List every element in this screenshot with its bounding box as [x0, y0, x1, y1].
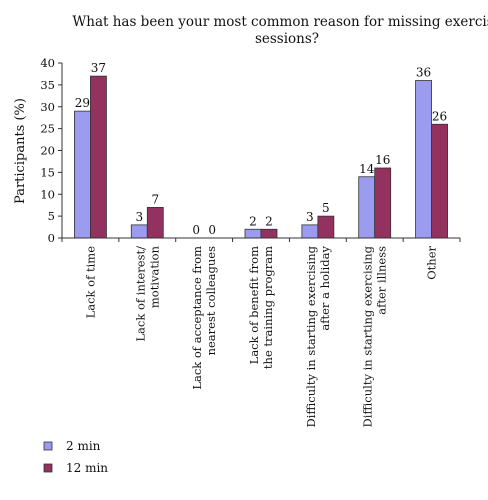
bar-2min	[130, 224, 148, 239]
data-label: 2	[249, 214, 257, 228]
category-label-line: motivation	[147, 245, 161, 308]
chart-title: What has been your most common reason fo…	[72, 14, 488, 47]
data-label: 7	[151, 192, 159, 206]
data-label: 5	[322, 201, 330, 215]
bar-12min	[146, 206, 164, 239]
data-label: 37	[91, 61, 106, 75]
category-label: Difficulty in starting exercising after i…	[361, 245, 389, 427]
legend: 2 min 12 min	[43, 439, 108, 475]
category-label-line: Difficulty in starting exercising	[361, 245, 375, 427]
bar-12min	[431, 123, 448, 239]
y-tick-label: 40	[40, 56, 55, 70]
category-label: Lack of time	[83, 246, 97, 319]
y-tick-label: 0	[48, 231, 55, 245]
data-label: 16	[375, 153, 390, 167]
category-label: Lack of benefit from the training program	[247, 246, 275, 369]
bar-2min	[301, 224, 319, 239]
data-label: 14	[359, 162, 375, 176]
axes	[61, 63, 461, 242]
category-label-line: the training program	[261, 246, 275, 369]
y-axis-ticks: 0 5 10 15 20 25 30 35 40	[40, 56, 62, 245]
legend-swatch	[43, 441, 53, 451]
data-label: 36	[416, 66, 431, 80]
bars	[74, 75, 448, 239]
category-label: Other	[425, 246, 439, 280]
chart-title-line: sessions?	[255, 31, 319, 47]
legend-label: 2 min	[66, 439, 101, 453]
y-axis-label: Participants (%)	[13, 98, 28, 204]
data-label: 0	[208, 223, 216, 237]
category-label: Difficulty in starting exercising after a…	[304, 245, 332, 427]
data-label: 29	[75, 96, 90, 110]
bar-12min	[374, 167, 392, 239]
data-label: 26	[432, 109, 447, 123]
bar-12min	[260, 228, 278, 239]
chart-title-line: What has been your most common reason fo…	[72, 14, 488, 30]
y-tick-label: 5	[48, 209, 55, 223]
category-label-line: after a holiday	[318, 246, 332, 331]
data-label: 3	[306, 210, 314, 224]
category-label-line: Lack of time	[83, 246, 97, 319]
category-label-line: Lack of benefit from	[247, 246, 261, 364]
bar-12min	[90, 75, 107, 239]
data-label: 2	[265, 214, 273, 228]
y-tick-label: 20	[40, 144, 55, 158]
bar-2min	[74, 110, 91, 239]
y-tick-label: 15	[40, 165, 55, 179]
data-label: 0	[192, 223, 200, 237]
data-label: 3	[135, 210, 143, 224]
bar-2min	[244, 228, 262, 239]
y-tick-label: 30	[40, 100, 55, 114]
legend-swatch	[43, 463, 53, 473]
category-label-line: nearest colleagues	[204, 246, 218, 356]
category-label-line: Difficulty in starting exercising	[304, 245, 318, 427]
y-tick-label: 35	[40, 78, 55, 92]
category-label: Lack of interest/motivation	[133, 245, 161, 341]
bar-2min	[358, 176, 376, 239]
category-labels: Lack of time Lack of interest/motivation L…	[83, 245, 438, 427]
category-label: Lack of acceptance from nearest colleague…	[190, 246, 218, 390]
y-tick-label: 25	[40, 122, 55, 136]
category-label-line: Lack of acceptance from	[190, 246, 204, 390]
y-tick-label: 10	[40, 187, 55, 201]
bar-12min	[317, 215, 335, 239]
category-label-line: Other	[425, 246, 439, 280]
legend-label: 12 min	[66, 461, 108, 475]
category-label-line: after illness	[375, 246, 389, 315]
category-label-line: Lack of interest/	[133, 246, 147, 342]
bar-2min	[415, 80, 432, 239]
